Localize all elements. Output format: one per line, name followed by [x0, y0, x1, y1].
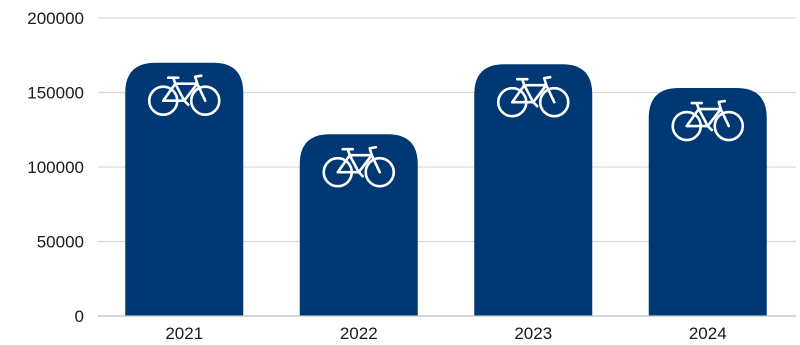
y-tick-label: 0 [75, 307, 84, 326]
y-tick-label: 100000 [27, 158, 84, 177]
bar [299, 134, 418, 316]
x-category-label: 2023 [514, 324, 552, 343]
x-category-label: 2022 [340, 324, 378, 343]
bicycle-icon [147, 74, 221, 116]
bicycle-icon [322, 145, 396, 188]
bicycle-icon [671, 99, 745, 142]
y-tick-label: 150000 [27, 84, 84, 103]
bar-icons [147, 74, 745, 188]
bar [125, 62, 244, 317]
bars [125, 62, 767, 317]
y-tick-label: 200000 [27, 9, 84, 28]
x-category-label: 2024 [689, 324, 727, 343]
bar [648, 88, 767, 316]
x-axis-category-labels: 2021 2022 2023 2024 [165, 324, 726, 343]
y-axis-tick-labels: 0 50000 100000 150000 200000 [27, 9, 84, 326]
y-tick-label: 50000 [37, 233, 84, 252]
bicycle-icon [496, 75, 570, 118]
bar [474, 64, 593, 316]
x-category-label: 2021 [165, 324, 203, 343]
